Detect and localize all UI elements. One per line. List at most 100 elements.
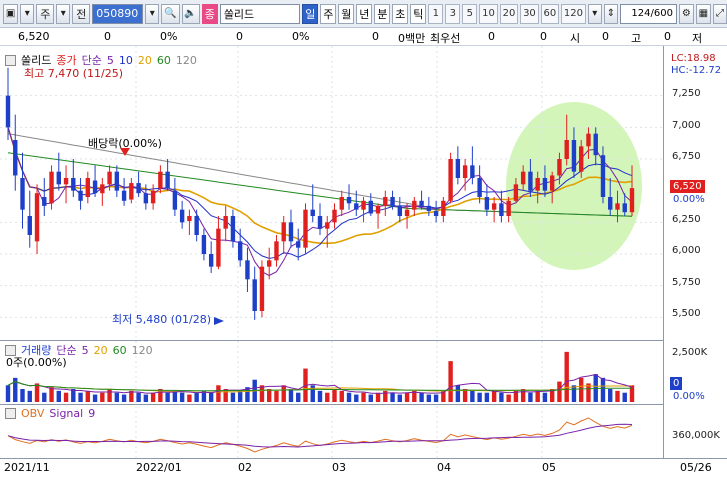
- search-icon[interactable]: 🔍: [161, 3, 180, 24]
- obv-lines: [7, 417, 633, 453]
- x-axis-label: 05: [542, 461, 556, 474]
- ju-dropdown-icon[interactable]: ▾: [56, 3, 71, 24]
- settings-icon[interactable]: ⚙: [678, 3, 694, 24]
- period-tab-tick[interactable]: 틱: [410, 3, 427, 24]
- volume-bar: [484, 392, 490, 402]
- period-tab-second[interactable]: 초: [392, 3, 409, 24]
- period-tab-minute[interactable]: 분: [374, 3, 391, 24]
- volume-bar: [397, 394, 403, 402]
- candle-body: [296, 241, 301, 248]
- interval-button-60[interactable]: 60: [540, 3, 560, 24]
- data-count-input[interactable]: 124/600: [620, 3, 677, 24]
- legend-toggle-icon[interactable]: [5, 54, 16, 66]
- price-tick: 7,250: [672, 88, 701, 99]
- price-tick: 5,750: [672, 277, 701, 288]
- candle-body: [608, 197, 613, 210]
- stock-name-field[interactable]: 쏠리드: [219, 3, 301, 24]
- dividend-annotation: 배당락(0.00%): [88, 137, 162, 150]
- volume-bar: [477, 392, 482, 402]
- interval-button-120[interactable]: 120: [561, 3, 586, 24]
- current-pct-tag: 0.00%: [673, 194, 705, 205]
- candle-body: [310, 209, 315, 216]
- volume-bar: [49, 387, 54, 402]
- x-axis-label: 02: [238, 461, 252, 474]
- x-axis-label: 05/26: [680, 461, 712, 474]
- high-annotation: 최고 7,470 (11/25): [24, 67, 124, 80]
- price-legend[interactable]: 쏠리드 종가 단순 5 10 20 60 120: [5, 52, 197, 68]
- volume-bar: [56, 390, 61, 402]
- volume-bar: [412, 390, 417, 402]
- spin-icon[interactable]: ⇕: [603, 3, 619, 24]
- stock-code-input[interactable]: 050890: [92, 3, 144, 24]
- legend-vol-ma20: 20: [93, 343, 108, 357]
- legend-vol-ma5: 5: [81, 343, 89, 357]
- legend-obv: OBV: [21, 407, 45, 420]
- candle-body: [600, 155, 606, 197]
- volume-bar: [549, 389, 555, 402]
- interval-button-30[interactable]: 30: [520, 3, 539, 24]
- candle-body: [274, 241, 279, 261]
- volume-bar: [433, 394, 439, 402]
- interval-button-5[interactable]: 5: [462, 3, 478, 24]
- code-dropdown-icon[interactable]: ▾: [145, 3, 160, 24]
- interval-button-1[interactable]: 1: [428, 3, 444, 24]
- low-label: 저: [692, 32, 703, 45]
- hc-label: HC:-12.72: [671, 65, 722, 76]
- volume-bar: [470, 390, 475, 402]
- interval-button-3[interactable]: 3: [445, 3, 461, 24]
- volume-bar: [354, 394, 359, 402]
- volume-bars: [5, 351, 635, 402]
- candle-body: [404, 209, 410, 216]
- volume-legend-toggle-icon[interactable]: [5, 344, 16, 356]
- speaker-icon[interactable]: 🔈: [181, 3, 200, 24]
- volume-bar: [237, 390, 243, 402]
- legend-vol-ma60: 60: [112, 343, 127, 357]
- legend-close: 종가: [56, 54, 77, 67]
- obv-legend[interactable]: OBV Signal 9: [5, 407, 95, 420]
- grid-icon[interactable]: ▦: [695, 3, 711, 24]
- candle-body: [20, 178, 25, 210]
- volume-bar: [78, 392, 83, 402]
- right-price-axis[interactable]: [663, 46, 727, 458]
- volume-current-tag: 0: [670, 377, 683, 390]
- volume-bar: [150, 392, 156, 402]
- period-tab-week[interactable]: 주: [320, 3, 337, 24]
- candle-body: [92, 180, 98, 194]
- interval-button-20[interactable]: 20: [499, 3, 519, 24]
- volume-legend[interactable]: 거래량 단순 5 20 60 120: [5, 342, 153, 358]
- candle-body: [586, 133, 591, 147]
- candle-body: [252, 279, 257, 311]
- ju-button[interactable]: 주: [36, 3, 55, 24]
- volume-bar: [310, 385, 315, 402]
- interval-button-10[interactable]: 10: [479, 3, 498, 24]
- candle-body: [165, 171, 170, 189]
- volume-bar: [383, 390, 388, 402]
- volume-bar: [528, 392, 533, 402]
- candle-body: [34, 193, 40, 242]
- signal-line: [7, 423, 633, 448]
- volume-bar: [455, 385, 461, 402]
- candle-body: [143, 193, 149, 204]
- volume-bar: [441, 390, 446, 402]
- volume-bar: [557, 381, 562, 402]
- panel-divider-obv: [0, 404, 663, 405]
- candle-body: [63, 178, 69, 185]
- obv-legend-toggle-icon[interactable]: [5, 408, 16, 419]
- period-tab-month[interactable]: 월: [338, 3, 355, 24]
- volume-bar: [448, 361, 453, 402]
- x-axis-label: 04: [437, 461, 451, 474]
- candle-body: [179, 209, 185, 223]
- legend-stock-name: 쏠리드: [21, 54, 52, 67]
- dropdown-chevron-icon[interactable]: ▾: [20, 3, 35, 24]
- period-tab-year[interactable]: 년: [356, 3, 373, 24]
- candle-body: [571, 140, 577, 172]
- jeon-button[interactable]: 전: [72, 3, 91, 24]
- candle-body: [346, 197, 352, 204]
- window-menu-icon[interactable]: ▣: [3, 3, 19, 24]
- interval-dropdown-icon[interactable]: ▾: [587, 3, 602, 24]
- x-axis-label: 2021/11: [4, 461, 50, 474]
- volume-bar: [325, 392, 330, 402]
- period-tab-day[interactable]: 일: [302, 3, 319, 24]
- legend-ma20: 20: [137, 53, 152, 67]
